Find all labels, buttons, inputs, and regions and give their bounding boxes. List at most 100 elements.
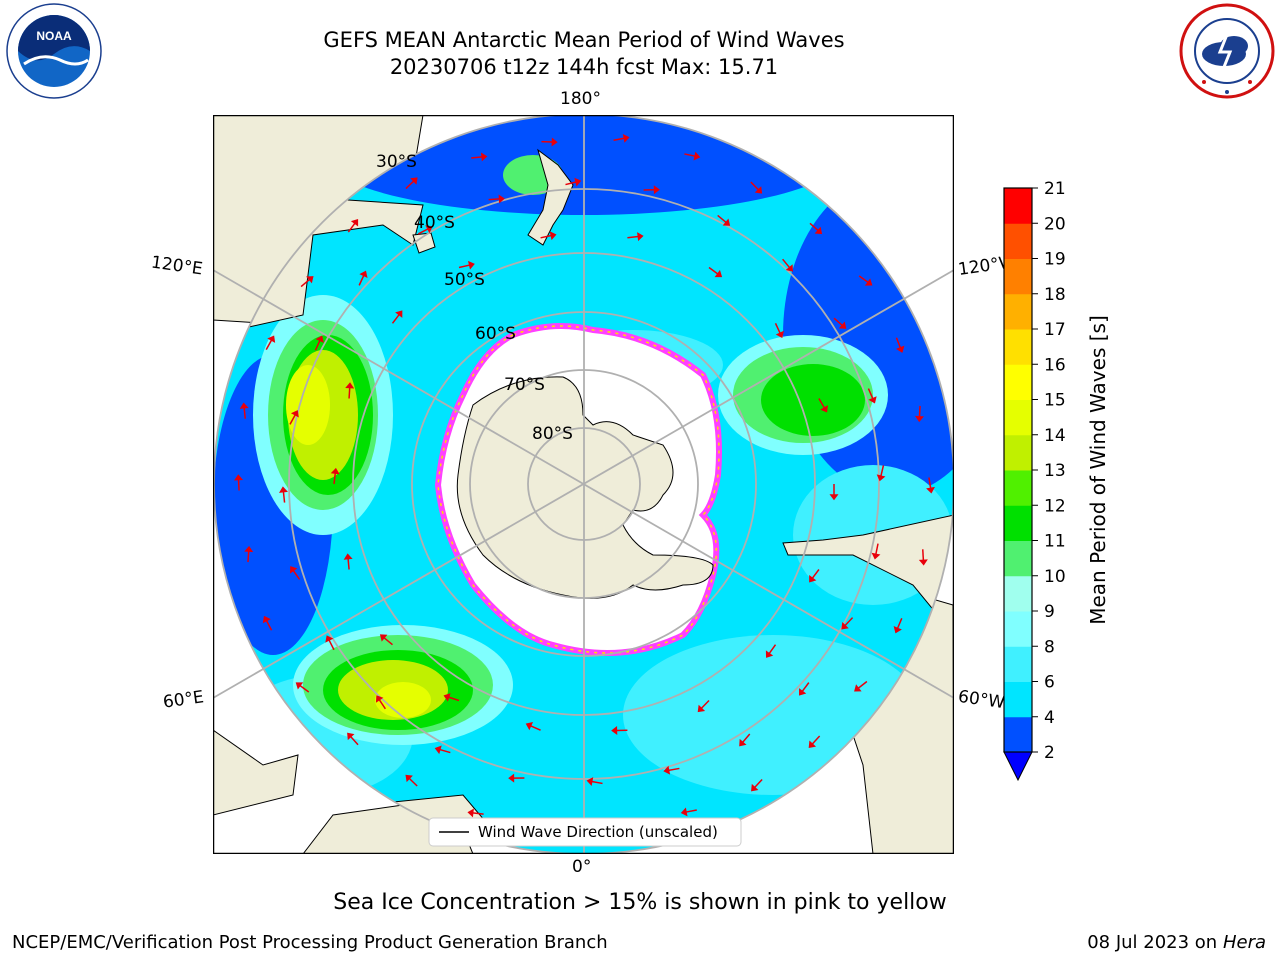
lat-label-60s: 60°S <box>475 324 516 344</box>
colorbar: 2 4 6 8 9 10 11 12 13 14 15 16 17 18 19 20 21 <box>1003 180 1066 782</box>
wave-direction-arrowhead <box>239 402 249 409</box>
wave-direction-arrow <box>700 699 710 709</box>
wave-direction-arrow <box>488 198 500 201</box>
lon-label-180: 180° <box>560 89 601 109</box>
wave-direction-arrow <box>565 181 577 186</box>
wave-direction-arrow <box>685 809 697 813</box>
wave-direction-arrowhead <box>467 808 474 818</box>
wave-direction-arrow <box>439 748 451 754</box>
wave-direction-arrow <box>265 620 273 631</box>
wave-direction-arrow <box>717 214 727 224</box>
wave-direction-arrow <box>448 696 460 702</box>
colorbar-tick-label: 6 <box>1044 673 1055 693</box>
footer-date-text: 08 Jul 2023 on <box>1087 932 1223 953</box>
footer-credit: NCEP/EMC/Verification Post Processing Pr… <box>12 932 608 953</box>
wave-direction-arrow <box>243 407 246 419</box>
colorbar-band <box>1004 681 1032 718</box>
wave-direction-arrow <box>811 735 821 745</box>
footer-host: Hera <box>1222 932 1266 953</box>
land-antarctica <box>456 376 714 599</box>
wave-direction-arrow <box>754 778 763 789</box>
map-legend: Wind Wave Direction (unscaled) <box>428 817 742 847</box>
colorbar-tick-label: 20 <box>1044 214 1066 234</box>
wave-direction-arrowhead <box>722 218 731 226</box>
wave-direction-arrow <box>858 275 869 284</box>
wave-direction-arrow <box>818 398 826 409</box>
wave-direction-arrowhead <box>653 185 660 195</box>
wave-direction-arrow <box>880 465 885 477</box>
forecast-info: 20230706 t12z 144h fcst Max: 15.71 <box>389 55 779 79</box>
wave-direction-arrowhead <box>498 194 505 204</box>
wave-direction-arrow <box>774 322 781 334</box>
colorbar-band <box>1004 293 1032 330</box>
wave-direction-arrowhead <box>714 269 723 278</box>
wave-direction-arrow <box>540 234 552 239</box>
colorbar-band <box>1004 540 1032 577</box>
wave-direction-arrowhead <box>345 382 355 389</box>
wave-direction-arrowhead <box>799 688 807 696</box>
colorbar-band <box>1004 223 1032 259</box>
wave-direction-arrowhead <box>775 330 784 339</box>
wave-direction-arrowhead <box>785 264 793 272</box>
wave-direction-arrowhead <box>915 415 924 423</box>
wave-direction-arrow <box>265 339 273 351</box>
wave-direction-arrowhead <box>425 225 433 234</box>
wave-direction-arrow <box>350 736 359 746</box>
colorbar-tick-label: 15 <box>1044 391 1066 411</box>
wave-direction-arrowhead <box>549 231 557 241</box>
wave-direction-arrow <box>895 337 902 349</box>
lat-label-40s: 40°S <box>414 213 455 233</box>
wave-direction-arrow <box>300 278 311 288</box>
colorbar-tick-label: 17 <box>1044 320 1066 340</box>
colorbar-band <box>1004 716 1032 753</box>
wave-direction-arrowhead <box>693 151 701 161</box>
wave-direction-arrowhead <box>574 177 582 187</box>
colorbar-tick-label: 4 <box>1044 708 1055 728</box>
wave-direction-arrow <box>591 780 603 785</box>
wave-direction-arrowhead <box>765 650 774 658</box>
wave-direction-arrow <box>833 317 843 326</box>
wave-direction-arrowhead <box>325 635 334 643</box>
wave-direction-arrowhead <box>330 467 340 475</box>
wave-direction-arrowhead <box>864 278 873 286</box>
wave-direction-arrowhead <box>918 559 928 566</box>
wave-direction-arrow <box>328 639 335 651</box>
colorbar-band <box>1004 258 1032 295</box>
wave-direction-arrow <box>417 228 429 235</box>
wave-direction-arrow <box>347 558 350 570</box>
wave-direction-arrow <box>918 405 921 417</box>
wave-direction-arrowhead <box>467 260 475 270</box>
wave-direction-arrow <box>668 767 680 772</box>
wave-direction-arrow <box>358 275 365 286</box>
noaa-logo-text: NOAA <box>36 29 72 43</box>
colorbar-band <box>1004 364 1032 400</box>
wave-direction-arrowhead <box>808 740 817 748</box>
wave-direction-arrow <box>708 266 719 275</box>
colorbar-tick-label: 12 <box>1044 496 1066 516</box>
lat-label-80s: 80°S <box>532 424 573 444</box>
nws-logo <box>1179 3 1275 99</box>
wave-direction-arrow <box>405 180 415 190</box>
wave-direction-arrow <box>742 733 751 743</box>
wave-direction-arrowhead <box>306 276 314 284</box>
wave-direction-arrow <box>896 618 903 629</box>
colorbar-band <box>1004 188 1032 224</box>
wave-direction-arrowhead <box>697 704 706 713</box>
wave-direction-arrowhead <box>279 486 288 493</box>
colorbar-band <box>1004 399 1032 436</box>
wave-direction-arrowhead <box>814 226 823 235</box>
wave-direction-arrowhead <box>289 566 298 574</box>
wave-direction-arrowhead <box>405 774 413 783</box>
colorbar-tick-label: 8 <box>1044 637 1055 657</box>
colorbar-tick-label: 19 <box>1044 250 1066 270</box>
colorbar-tick-label: 13 <box>1044 461 1066 481</box>
wave-direction-arrow <box>844 617 854 627</box>
colorbar-under-extension <box>1003 751 1033 782</box>
wave-direction-arrow <box>237 479 240 491</box>
lon-label-0: 0° <box>572 857 592 877</box>
wave-direction-arrowhead <box>751 783 759 792</box>
wave-direction-arrow <box>627 235 639 239</box>
wave-direction-arrowhead <box>893 626 902 634</box>
wave-direction-arrow <box>347 222 356 233</box>
wave-direction-arrow <box>922 549 925 561</box>
